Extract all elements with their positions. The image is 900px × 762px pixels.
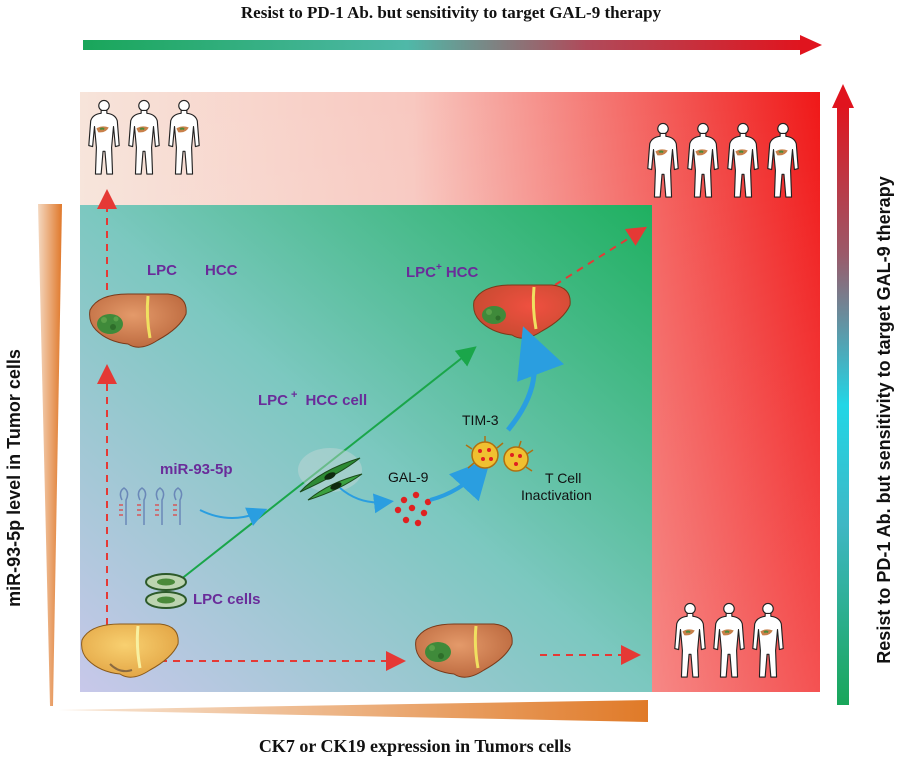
t-cells-icon <box>465 436 534 472</box>
liver-healthy <box>81 623 179 678</box>
dashed-arrows <box>97 189 648 671</box>
mirna-hairpins-icon <box>119 487 183 525</box>
liver-lpc-positive-hcc <box>473 284 571 339</box>
gal9-to-tcell-arrow <box>429 458 491 502</box>
label-hcc-left: HCC <box>205 262 238 279</box>
top-title: Resist to PD-1 Ab. but sensitivity to ta… <box>241 3 662 22</box>
bottom-title: CK7 or CK19 expression in Tumors cells <box>259 736 571 756</box>
bottom-wedge <box>58 700 648 722</box>
lpc-positive-hcc-cell-icon <box>298 448 363 501</box>
liver-lpc-negative-hcc <box>89 293 187 348</box>
cell-to-gal9-arrow <box>339 487 394 514</box>
green-progression-arrow <box>179 346 477 581</box>
label-inactivation: Inactivation <box>521 487 592 503</box>
label-mir: miR-93-5p <box>160 461 233 478</box>
label-lpc-cells: LPC cells <box>193 591 261 608</box>
label-lpc-plus-hcc-cell: LPC + HCC cell <box>258 389 367 409</box>
label-lpc-plus: LPC+ HCC <box>406 262 479 281</box>
label-gal9: GAL-9 <box>388 469 429 485</box>
liver-bottom-tumor <box>415 623 513 678</box>
right-title: Resist to PD-1 Ab. but sensitivity to ta… <box>874 176 894 663</box>
left-wedge <box>38 204 62 706</box>
label-tcell: T Cell <box>545 470 581 486</box>
left-title: miR-93-5p level in Tumor cells <box>4 349 24 607</box>
label-tim3: TIM-3 <box>462 412 499 428</box>
gal9-molecules-icon <box>394 491 432 527</box>
tcell-to-liver-arrow <box>506 326 564 432</box>
lpc-cells-icon <box>145 573 187 609</box>
label-lpc-left: LPC <box>147 262 177 279</box>
mir-to-cell-arrow <box>199 507 268 526</box>
right-gradient-arrow <box>832 84 854 705</box>
top-gradient-arrow <box>83 35 822 55</box>
